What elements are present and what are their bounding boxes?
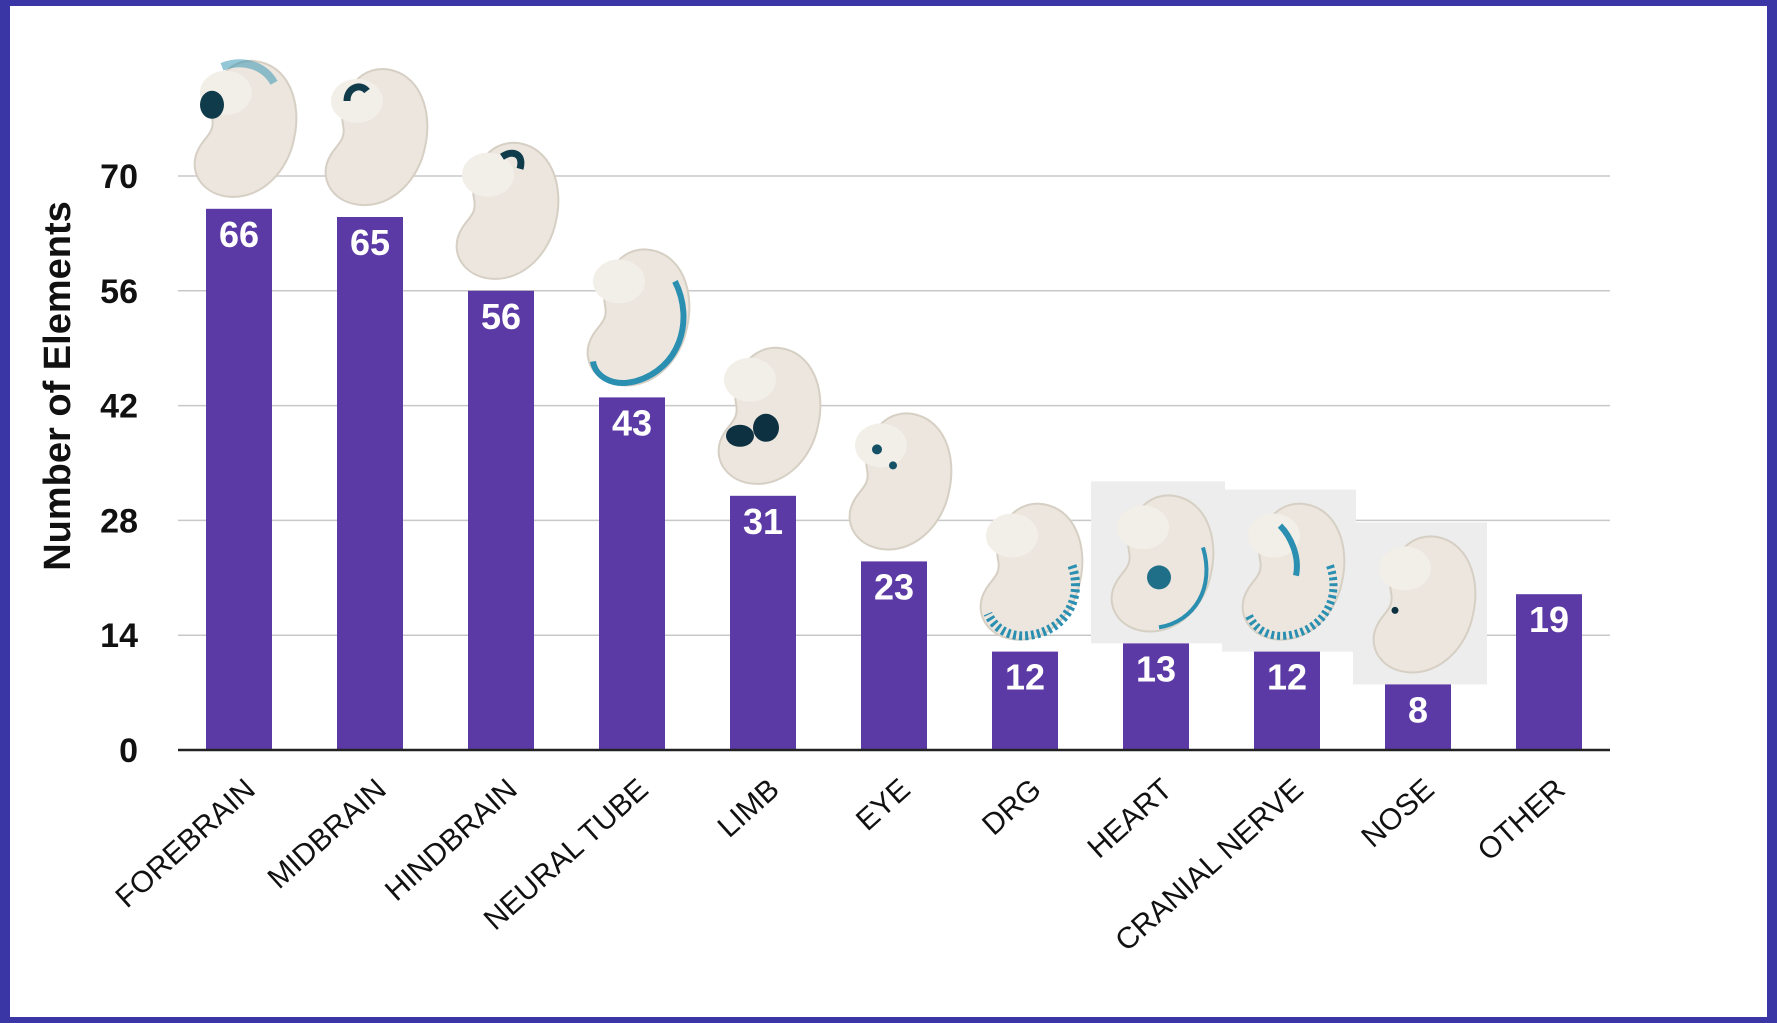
embryo-midbrain-stain-icon bbox=[324, 67, 429, 207]
bars bbox=[206, 208, 1582, 751]
x-tick-label: EYE bbox=[850, 773, 917, 838]
value-label: 12 bbox=[1267, 657, 1307, 698]
bar-midbrain bbox=[337, 217, 403, 750]
bar-cranial-nerve bbox=[1254, 651, 1320, 750]
y-tick-label: 70 bbox=[100, 158, 138, 196]
bar-eye bbox=[861, 561, 927, 750]
value-label: 31 bbox=[743, 501, 783, 542]
embryo-hindbrain-stain-icon bbox=[455, 141, 560, 280]
x-tick-label: FOREBRAIN bbox=[110, 773, 262, 915]
y-axis-title: Number of Elements bbox=[37, 201, 79, 571]
embryo-eye-stain-icon bbox=[848, 412, 953, 551]
embryo-neural-tube-stain-icon bbox=[586, 248, 691, 387]
x-tick-label: LIMB bbox=[712, 773, 786, 844]
bar-other bbox=[1516, 594, 1582, 750]
value-label: 13 bbox=[1136, 648, 1176, 689]
embryo-images bbox=[193, 59, 1487, 685]
value-label: 19 bbox=[1529, 599, 1569, 640]
x-tick-label: MIDBRAIN bbox=[262, 773, 393, 896]
embryo-cranial-nerve-stain-icon bbox=[1222, 489, 1356, 652]
x-tick-label: HEART bbox=[1081, 773, 1178, 865]
y-tick-label: 0 bbox=[119, 732, 138, 770]
chart-frame: 66 65 56 43 31 23 12 13 12 8 19 0 14 28 42 56 70 FOREBRA… bbox=[10, 6, 1767, 1017]
value-label: 65 bbox=[350, 222, 390, 263]
value-label: 43 bbox=[612, 402, 652, 443]
bar-chart: 66 65 56 43 31 23 12 13 12 8 19 0 14 28 42 56 70 FOREBRA… bbox=[37, 59, 1610, 958]
bar-neural-tube bbox=[599, 397, 665, 750]
value-label: 66 bbox=[219, 214, 259, 255]
embryo-forebrain-stain-icon bbox=[193, 59, 298, 198]
y-tick-label: 56 bbox=[100, 273, 138, 311]
x-tick-label: NOSE bbox=[1355, 773, 1440, 854]
value-label: 12 bbox=[1005, 657, 1045, 698]
y-tick-label: 28 bbox=[100, 502, 138, 540]
bar-forebrain bbox=[206, 208, 272, 751]
y-tick-label: 14 bbox=[100, 617, 138, 655]
embryo-nose-stain-icon bbox=[1353, 522, 1487, 685]
bar-drg bbox=[992, 651, 1058, 750]
value-label: 23 bbox=[874, 566, 914, 607]
bar-hindbrain bbox=[468, 290, 534, 750]
value-label: 56 bbox=[481, 296, 521, 337]
value-label: 8 bbox=[1408, 689, 1428, 730]
value-labels: 66 65 56 43 31 23 12 13 12 8 19 bbox=[219, 214, 1569, 731]
embryo-drg-stain-icon bbox=[979, 502, 1084, 641]
bar-nose bbox=[1385, 684, 1451, 750]
x-tick-label: HINDBRAIN bbox=[379, 773, 524, 908]
y-tick-label: 42 bbox=[100, 388, 138, 426]
x-tick-label: DRG bbox=[976, 773, 1048, 842]
embryo-heart-stain-icon bbox=[1091, 481, 1225, 644]
x-tick-label: OTHER bbox=[1472, 773, 1572, 868]
bar-heart bbox=[1123, 643, 1189, 750]
bar-limb bbox=[730, 495, 796, 750]
embryo-limb-stain-icon bbox=[717, 346, 822, 485]
